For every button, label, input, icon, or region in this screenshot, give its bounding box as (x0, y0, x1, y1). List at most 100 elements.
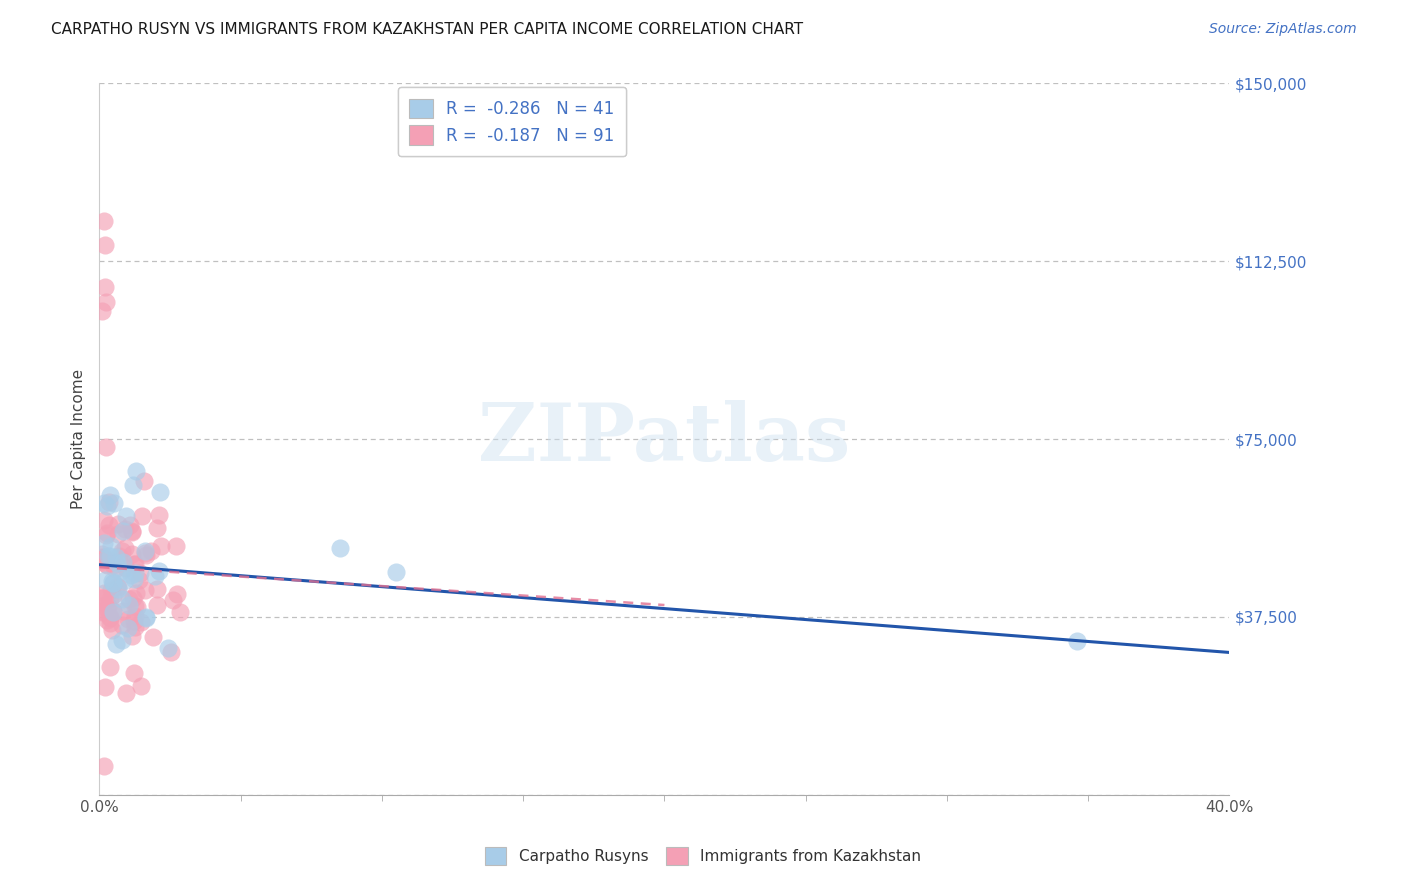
Point (93, 550, 115, 565)
Point (156, 641, 179, 656)
Point (98, 487, 121, 501)
Point (135, 611, 157, 625)
Point (101, 604, 124, 618)
Legend: R =  -0.286   N = 41, R =  -0.187   N = 91: R = -0.286 N = 41, R = -0.187 N = 91 (398, 87, 626, 156)
Point (105, 637, 128, 651)
Point (117, 598, 139, 612)
Point (94, 237, 117, 252)
Point (124, 620, 146, 634)
Point (124, 599, 146, 613)
Point (105, 549, 128, 564)
Point (101, 576, 124, 591)
Point (124, 608, 146, 623)
Point (91, 605, 114, 619)
Point (97, 518, 120, 533)
Point (121, 629, 143, 643)
Point (115, 686, 138, 700)
Point (98, 610, 121, 624)
Point (93, 280, 115, 294)
Point (114, 574, 136, 588)
Point (98, 592, 121, 607)
Point (101, 558, 124, 572)
Point (143, 569, 166, 583)
Point (96, 614, 118, 628)
Point (166, 587, 188, 601)
Point (100, 659, 122, 673)
Point (93, 536, 115, 550)
Point (111, 544, 134, 558)
Point (146, 599, 169, 613)
Point (94, 294, 117, 309)
Point (103, 575, 125, 590)
Point (146, 582, 169, 597)
Point (111, 632, 134, 647)
Point (111, 524, 134, 539)
Point (122, 572, 145, 586)
Point (91, 554, 114, 568)
Point (146, 521, 169, 535)
Point (93, 513, 115, 527)
Point (129, 615, 152, 629)
Point (91, 605, 114, 619)
Point (100, 539, 122, 553)
Point (100, 574, 122, 589)
Point (135, 610, 157, 624)
Point (93, 680, 115, 694)
Point (105, 556, 128, 570)
Point (121, 525, 143, 540)
Point (385, 565, 408, 579)
Point (111, 618, 134, 632)
Point (122, 666, 145, 681)
Point (93, 214, 115, 228)
Point (91, 591, 114, 606)
Point (107, 582, 129, 597)
Point (97, 549, 120, 563)
Point (96, 558, 118, 573)
Point (111, 592, 134, 607)
Point (104, 555, 127, 569)
Point (93, 759, 115, 773)
Point (134, 546, 156, 560)
Point (98, 495, 121, 509)
Point (1066, 633, 1088, 648)
Point (96, 557, 118, 571)
Point (122, 591, 145, 605)
Point (128, 573, 150, 587)
Point (141, 543, 163, 558)
Point (94, 573, 117, 587)
Point (91, 591, 114, 606)
Point (127, 600, 149, 615)
Point (101, 605, 124, 619)
Point (124, 464, 146, 478)
Point (149, 484, 172, 499)
Y-axis label: Per Capita Income: Per Capita Income (72, 369, 86, 509)
Point (120, 517, 142, 532)
Point (160, 645, 183, 659)
Point (129, 679, 152, 693)
Point (128, 566, 150, 581)
Point (91, 547, 114, 561)
Point (329, 541, 352, 555)
Point (169, 605, 191, 619)
Point (96, 525, 118, 540)
Point (98, 549, 121, 564)
Point (103, 588, 125, 602)
Text: Source: ZipAtlas.com: Source: ZipAtlas.com (1209, 22, 1357, 37)
Point (111, 604, 134, 618)
Point (148, 508, 170, 522)
Point (91, 549, 114, 564)
Point (100, 582, 122, 597)
Point (121, 547, 143, 561)
Point (107, 527, 129, 541)
Legend: Carpatho Rusyns, Immigrants from Kazakhstan: Carpatho Rusyns, Immigrants from Kazakhs… (479, 841, 927, 871)
Point (134, 582, 156, 597)
Point (105, 579, 128, 593)
Point (142, 630, 165, 644)
Point (96, 499, 118, 513)
Point (114, 541, 136, 556)
Point (120, 567, 142, 582)
Point (97, 553, 120, 567)
Point (104, 562, 127, 576)
Point (98, 615, 121, 630)
Point (117, 612, 139, 626)
